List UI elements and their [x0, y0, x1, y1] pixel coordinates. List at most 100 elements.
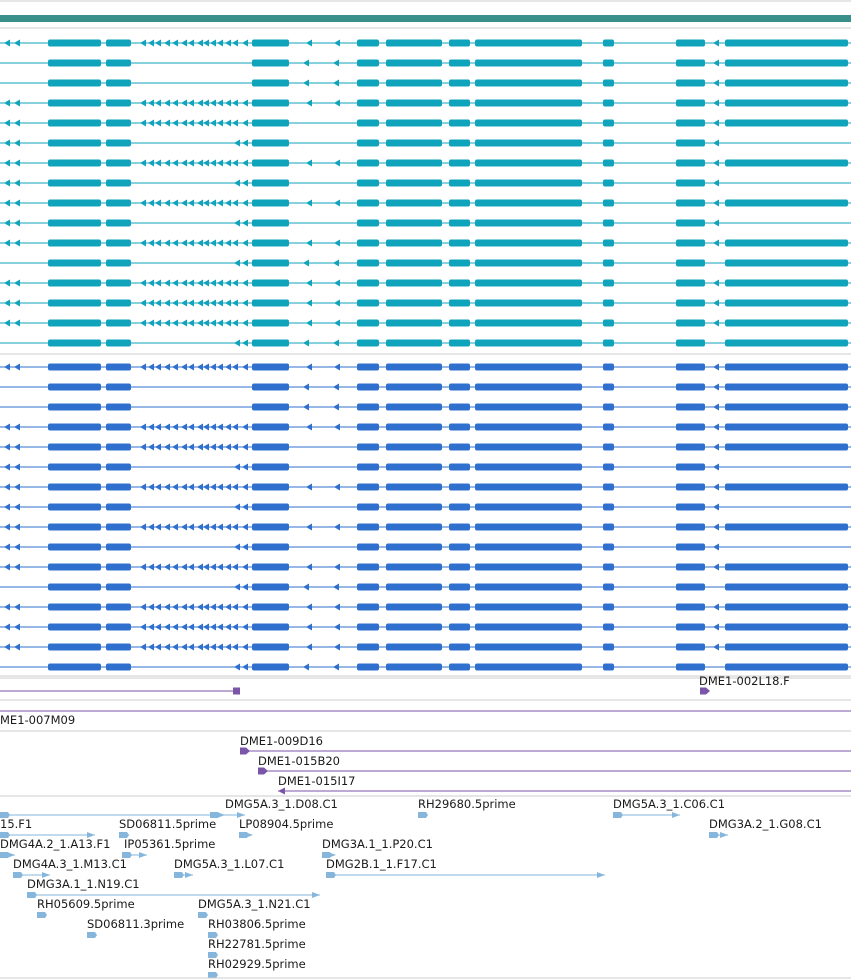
est-feature[interactable] — [0, 852, 15, 858]
est-label[interactable]: RH02929.5prime — [208, 957, 306, 971]
est-feature[interactable] — [322, 852, 336, 858]
exon-block — [676, 663, 705, 671]
cdna-clone[interactable] — [0, 687, 240, 695]
transcript-row[interactable] — [0, 219, 851, 227]
est-label[interactable]: RH22781.5prime — [208, 937, 306, 951]
transcript-row[interactable] — [0, 299, 851, 307]
est-label[interactable]: DMG5A.3_1.N21.C1 — [198, 897, 311, 911]
transcript-row[interactable] — [0, 603, 851, 611]
cdna-clone[interactable]: DME1-015I17 — [278, 774, 851, 795]
transcript-row[interactable] — [0, 179, 851, 187]
est-label[interactable]: 15.F1 — [0, 817, 32, 831]
transcript-row[interactable] — [0, 583, 851, 591]
est-label[interactable]: DMG3A.1_1.N19.C1 — [27, 877, 140, 891]
cdna-clone[interactable]: DME1-002L18.F — [699, 674, 790, 695]
exon-block — [386, 363, 442, 371]
est-label[interactable]: DMG3A.1_1.P20.C1 — [322, 837, 433, 851]
exon-arrow — [4, 219, 10, 227]
est-feature[interactable] — [239, 832, 253, 838]
transcript-row[interactable] — [0, 543, 851, 551]
est-label[interactable]: DMG5A.3_1.D08.C1 — [225, 797, 338, 811]
transcript-row[interactable] — [0, 99, 851, 107]
exon-arrow — [14, 423, 20, 431]
est-feature[interactable] — [37, 912, 47, 918]
est-feature[interactable] — [208, 972, 218, 978]
est-label[interactable]: DMG3A.2_1.G08.C1 — [709, 817, 822, 831]
est-feature[interactable] — [119, 832, 130, 838]
est-feature[interactable] — [613, 812, 680, 818]
est-label[interactable]: SD06811.3prime — [87, 917, 184, 931]
transcript-row[interactable] — [0, 59, 851, 67]
exon-block — [252, 603, 289, 611]
transcript-row[interactable] — [0, 503, 851, 511]
est-feature[interactable] — [122, 852, 147, 858]
transcript-row[interactable] — [0, 279, 851, 287]
transcript-row[interactable] — [0, 423, 851, 431]
exon-arrow — [140, 623, 146, 631]
est-label[interactable]: DMG4A.3_1.M13.C1 — [13, 857, 127, 871]
transcript-row[interactable] — [0, 483, 851, 491]
transcript-row[interactable] — [0, 39, 851, 47]
transcript-row[interactable] — [0, 319, 851, 327]
transcript-row[interactable] — [0, 339, 851, 347]
transcript-row[interactable] — [0, 463, 851, 471]
est-label[interactable]: RH03806.5prime — [208, 917, 306, 931]
cdna-clone[interactable]: DME1-009D16 — [240, 734, 851, 755]
exon-arrow — [203, 423, 209, 431]
exon-block — [357, 383, 379, 391]
exon-block — [603, 543, 614, 551]
est-feature[interactable] — [208, 932, 218, 938]
est-label[interactable]: IP05361.5prime — [124, 837, 215, 851]
exon-block — [449, 603, 470, 611]
transcript-row[interactable] — [0, 79, 851, 87]
est-feature[interactable] — [87, 932, 97, 938]
transcript-row[interactable] — [0, 259, 851, 267]
transcript-row[interactable] — [0, 119, 851, 127]
est-feature[interactable] — [709, 832, 728, 838]
exon-arrow — [148, 199, 154, 207]
est-label[interactable]: SD06811.5prime — [119, 817, 216, 831]
exon-block — [106, 39, 131, 47]
est-label[interactable]: DMG2B.1_1.F17.C1 — [326, 857, 437, 871]
est-feature[interactable] — [13, 872, 50, 878]
cdna-clone[interactable]: ME1-007M09 — [0, 710, 851, 727]
est-feature[interactable] — [210, 812, 245, 818]
exon-block — [725, 239, 848, 247]
transcript-row[interactable] — [0, 623, 851, 631]
exon-block — [48, 199, 101, 207]
est-feature[interactable] — [418, 812, 428, 818]
est-label[interactable]: RH05609.5prime — [37, 897, 135, 911]
est-feature[interactable] — [0, 832, 95, 838]
transcript-row[interactable] — [0, 199, 851, 207]
est-label[interactable]: DMG4A.2_1.A13.F1 — [0, 837, 110, 851]
exon-arrow — [234, 543, 240, 551]
exon-block — [725, 603, 848, 611]
est-feature[interactable] — [326, 872, 605, 878]
transcript-row[interactable] — [0, 363, 851, 371]
est-feature[interactable] — [198, 912, 208, 918]
transcript-row[interactable] — [0, 563, 851, 571]
cdna-clone[interactable]: DME1-015B20 — [258, 754, 851, 775]
transcript-row[interactable] — [0, 663, 851, 671]
transcript-row[interactable] — [0, 239, 851, 247]
est-label[interactable]: LP08904.5prime — [239, 817, 333, 831]
transcript-row[interactable] — [0, 443, 851, 451]
est-arrow — [672, 812, 680, 818]
est-feature[interactable] — [27, 892, 320, 898]
est-label[interactable]: RH29680.5prime — [418, 797, 516, 811]
est-feature[interactable] — [208, 952, 218, 958]
transcript-row[interactable] — [0, 139, 851, 147]
exon-arrow — [210, 119, 216, 127]
transcript-row[interactable] — [0, 159, 851, 167]
est-label[interactable]: DMG5A.3_1.L07.C1 — [174, 857, 284, 871]
transcript-row[interactable] — [0, 643, 851, 651]
exon-arrow — [232, 199, 238, 207]
transcript-row[interactable] — [0, 403, 851, 411]
est-label[interactable]: DMG5A.3_1.C06.C1 — [613, 797, 725, 811]
exon-block — [475, 339, 582, 347]
transcript-row[interactable] — [0, 383, 851, 391]
transcript-row[interactable] — [0, 523, 851, 531]
exon-arrow — [197, 299, 203, 307]
est-feature[interactable] — [174, 872, 193, 878]
